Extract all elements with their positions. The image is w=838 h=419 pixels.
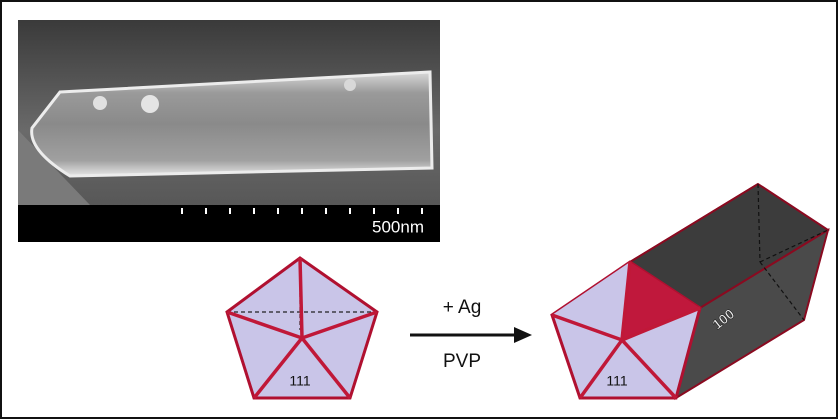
condition-label: PVP xyxy=(443,351,481,372)
scale-label: 500nm xyxy=(372,217,424,236)
sem-image: 500nm xyxy=(18,20,440,242)
seed-pentagon: 111 xyxy=(227,258,377,398)
reaction-arrow: + Ag PVP xyxy=(410,297,532,372)
particle xyxy=(344,79,356,91)
face-label: 111 xyxy=(606,373,627,389)
face-label: 111 xyxy=(289,373,310,389)
particle xyxy=(141,95,159,113)
nanowire-prism: 111 100 xyxy=(552,184,828,398)
reagent-label: + Ag xyxy=(443,297,482,318)
particle xyxy=(93,96,107,110)
figure: 500nm 111 + Ag PVP 111 xyxy=(0,0,838,419)
